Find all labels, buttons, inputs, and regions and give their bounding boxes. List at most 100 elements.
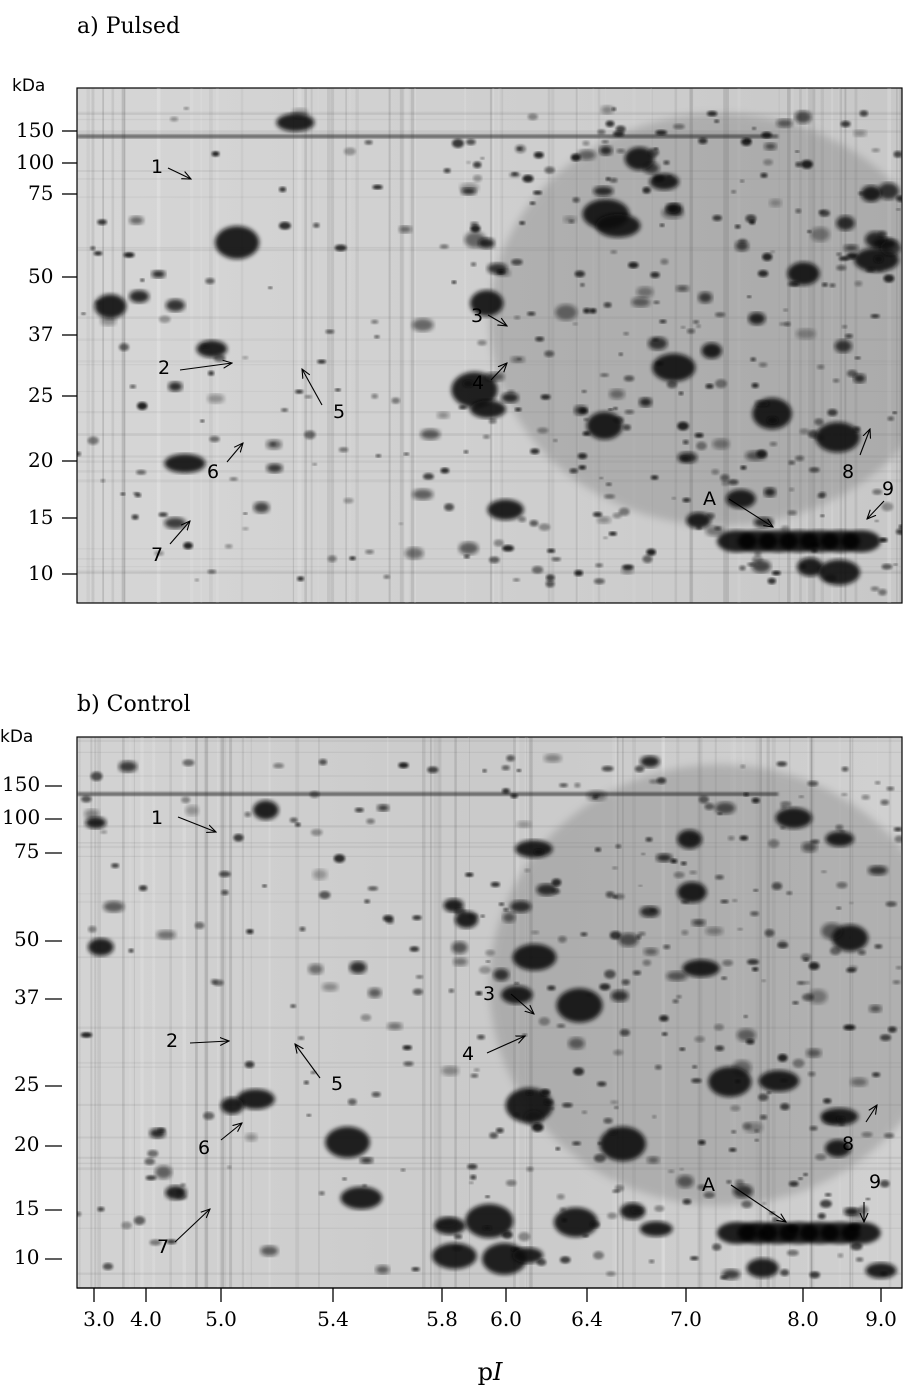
protein-spot [502, 544, 514, 552]
protein-spot [881, 502, 894, 512]
protein-spot [559, 783, 568, 788]
protein-spot [680, 325, 686, 329]
mw-unit-label: kDa [12, 76, 45, 96]
protein-spot [814, 418, 824, 426]
protein-spot [741, 1200, 753, 1209]
protein-spot [545, 574, 555, 582]
protein-spot [597, 129, 606, 135]
protein-spot [712, 215, 723, 222]
protein-spot [482, 769, 487, 773]
protein-spot [574, 569, 584, 577]
protein-spot [597, 1081, 607, 1087]
spot-label-a: A [703, 488, 716, 510]
protein-spot [815, 422, 860, 453]
protein-spot [349, 961, 367, 974]
protein-spot [440, 467, 450, 474]
protein-spot [641, 852, 646, 856]
protein-spot [599, 983, 611, 991]
arrow-a [728, 498, 773, 527]
protein-spot [581, 1110, 587, 1114]
protein-spot [601, 765, 614, 772]
protein-spot [727, 835, 735, 841]
protein-spot [577, 149, 596, 161]
protein-spot [648, 336, 668, 351]
protein-spot [861, 794, 870, 800]
protein-spot [795, 328, 816, 340]
protein-spot [853, 130, 867, 137]
streak [220, 737, 224, 1288]
protein-spot [722, 959, 734, 967]
band [77, 548, 902, 550]
protein-spot [472, 174, 483, 182]
protein-spot [786, 891, 793, 896]
protein-spot [593, 1153, 606, 1163]
spot-label-3: 3 [483, 983, 495, 1005]
protein-spot [531, 930, 540, 935]
protein-spot [470, 221, 479, 226]
protein-spot [537, 427, 549, 434]
protein-spot [679, 1167, 684, 1171]
protein-spot [705, 926, 724, 936]
protein-spot [767, 577, 777, 585]
protein-spot [512, 1247, 544, 1264]
protein-spot [452, 138, 464, 148]
protein-spot [136, 469, 147, 475]
protein-spot [779, 322, 786, 326]
protein-spot [745, 1038, 755, 1045]
streak [102, 88, 105, 603]
streak [195, 737, 198, 1288]
protein-spot [502, 912, 516, 923]
protein-spot [522, 174, 534, 183]
protein-spot [701, 342, 722, 359]
protein-spot [556, 1193, 565, 1200]
streak [467, 737, 470, 1288]
protein-spot [775, 807, 813, 829]
protein-spot [802, 993, 814, 1001]
protein-spot [721, 480, 730, 486]
protein-spot [343, 497, 354, 504]
protein-spot [817, 1213, 826, 1220]
protein-spot [334, 388, 341, 392]
protein-spot [441, 1065, 459, 1076]
protein-spot [829, 946, 841, 956]
band [77, 1272, 902, 1275]
protein-spot [609, 389, 625, 400]
protein-spot [572, 197, 580, 203]
mw-tick-label: 20 [14, 1132, 39, 1156]
band [77, 775, 902, 777]
protein-spot [479, 966, 491, 974]
band [77, 900, 902, 903]
protein-spot [544, 350, 555, 358]
protein-spot [872, 489, 883, 495]
protein-spot [129, 290, 150, 303]
protein-spot [698, 291, 713, 303]
streak [222, 737, 227, 1288]
protein-spot [477, 1034, 485, 1040]
protein-spot [244, 1061, 255, 1069]
protein-spot [289, 817, 298, 823]
band [77, 455, 902, 458]
protein-spot [821, 282, 828, 287]
protein-spot [743, 792, 749, 797]
protein-spot [493, 968, 510, 981]
protein-spot [266, 463, 283, 473]
protein-spot [502, 788, 510, 794]
pi-tick-label: 9.0 [865, 1307, 897, 1331]
protein-spot [485, 1195, 490, 1199]
protein-spot [654, 1205, 665, 1212]
mw-tick-label: 25 [14, 1072, 39, 1096]
band [77, 479, 902, 483]
protein-spot [818, 559, 861, 586]
protein-spot [290, 1004, 296, 1008]
protein-spot [364, 899, 370, 904]
protein-spot [762, 252, 773, 261]
protein-spot [865, 267, 876, 273]
protein-spot [870, 586, 880, 592]
protein-spot [97, 219, 107, 225]
protein-spot [145, 1175, 157, 1181]
protein-spot [371, 319, 379, 324]
protein-spot [766, 1091, 772, 1095]
spot-label-9: 9 [869, 1171, 881, 1193]
protein-spot [501, 1230, 513, 1239]
protein-spot [616, 148, 625, 154]
